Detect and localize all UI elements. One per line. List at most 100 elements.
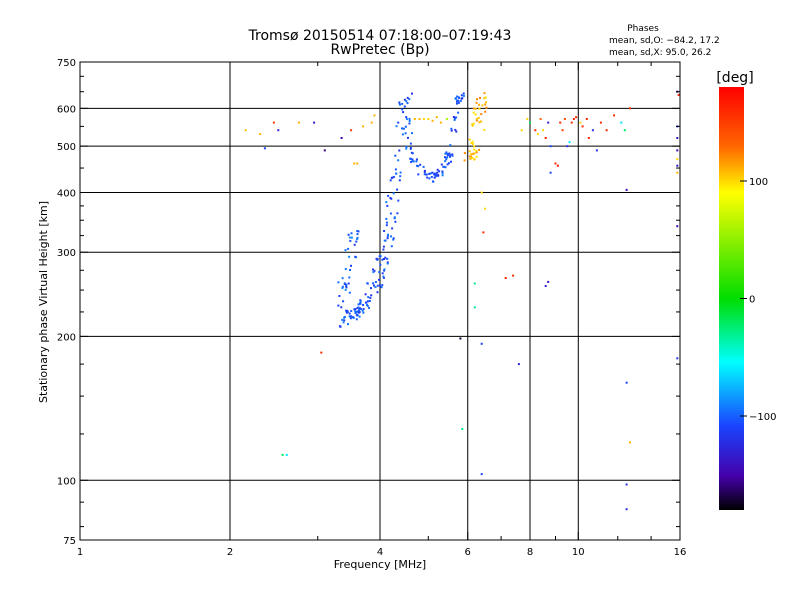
data-point: [354, 308, 357, 311]
data-point: [394, 154, 397, 157]
data-point: [354, 255, 357, 258]
data-point: [340, 137, 343, 139]
data-point: [559, 121, 562, 124]
data-point: [475, 155, 478, 158]
data-point: [357, 230, 360, 233]
data-point: [676, 158, 679, 160]
data-point: [359, 300, 362, 303]
data-point: [537, 133, 539, 136]
data-point: [459, 337, 462, 340]
data-point: [373, 114, 376, 117]
data-point: [480, 191, 483, 194]
data-point: [384, 239, 387, 242]
data-point: [368, 300, 371, 302]
data-point: [599, 121, 602, 124]
data-point: [410, 161, 413, 163]
data-point: [281, 453, 284, 456]
data-point: [549, 145, 552, 148]
data-point: [587, 137, 590, 139]
data-point: [430, 176, 433, 178]
data-point: [408, 98, 411, 101]
data-point: [475, 149, 478, 152]
data-point: [468, 138, 471, 141]
stats-heading: Phases: [627, 24, 659, 34]
y-tick-label: 300: [57, 248, 76, 259]
data-point: [428, 172, 431, 175]
data-point: [412, 160, 415, 163]
data-point: [342, 300, 345, 303]
data-point: [570, 121, 573, 124]
data-point: [387, 233, 390, 236]
data-point: [372, 282, 375, 285]
data-point: [353, 243, 356, 246]
x-tick-label: 10: [572, 547, 585, 558]
data-point: [473, 152, 476, 155]
data-point: [338, 295, 341, 297]
data-point: [372, 268, 374, 271]
data-point: [442, 165, 445, 168]
data-point: [359, 302, 361, 305]
data-point: [350, 129, 353, 132]
data-point: [462, 94, 465, 97]
data-point: [409, 142, 412, 145]
data-point: [382, 275, 385, 278]
data-point: [379, 284, 381, 287]
data-point: [401, 102, 404, 105]
data-point: [348, 315, 351, 318]
data-point: [405, 116, 408, 119]
data-point: [350, 232, 353, 235]
data-point: [272, 121, 275, 124]
data-point: [389, 179, 392, 182]
data-point: [460, 94, 463, 97]
data-point: [484, 103, 487, 106]
data-point: [480, 113, 483, 116]
data-point: [450, 160, 452, 163]
data-point: [424, 173, 427, 176]
data-point: [347, 247, 350, 250]
data-point: [476, 98, 478, 101]
data-point: [427, 118, 430, 120]
data-point: [449, 154, 452, 157]
data-point: [452, 116, 455, 118]
data-point: [405, 145, 408, 148]
x-tick-label: 6: [465, 547, 471, 558]
data-point: [386, 204, 389, 207]
data-point: [483, 97, 486, 100]
data-point: [422, 118, 425, 120]
data-point: [406, 96, 409, 99]
data-point: [355, 311, 358, 314]
data-point: [479, 96, 481, 99]
data-point: [453, 117, 456, 120]
data-point: [403, 98, 406, 101]
data-point: [397, 159, 400, 162]
data-point: [480, 473, 483, 476]
data-point: [357, 306, 360, 309]
y-tick-labels: 75 100 200 300 400 500 600 750: [57, 58, 76, 547]
data-point: [370, 287, 372, 290]
data-point: [381, 258, 384, 261]
data-point: [429, 172, 432, 175]
data-point: [456, 99, 459, 102]
data-point: [383, 268, 386, 271]
data-point: [431, 171, 434, 174]
data-point: [339, 325, 342, 328]
data-point: [575, 116, 578, 119]
axis-ticks: [79, 61, 681, 541]
data-point: [437, 174, 440, 177]
data-point: [461, 428, 464, 430]
data-point: [585, 118, 588, 120]
x-tick-label: 4: [377, 547, 383, 558]
y-tick-label: 100: [57, 476, 76, 487]
data-point: [445, 158, 448, 161]
y-tick-label: 200: [57, 332, 76, 343]
data-point: [391, 176, 394, 179]
data-point: [623, 129, 626, 132]
data-point: [454, 128, 457, 131]
data-point: [563, 118, 566, 120]
data-point: [620, 121, 623, 124]
data-point: [404, 125, 407, 128]
data-point: [390, 235, 392, 238]
data-point: [381, 272, 384, 275]
data-point: [591, 129, 594, 132]
data-point: [561, 129, 564, 132]
